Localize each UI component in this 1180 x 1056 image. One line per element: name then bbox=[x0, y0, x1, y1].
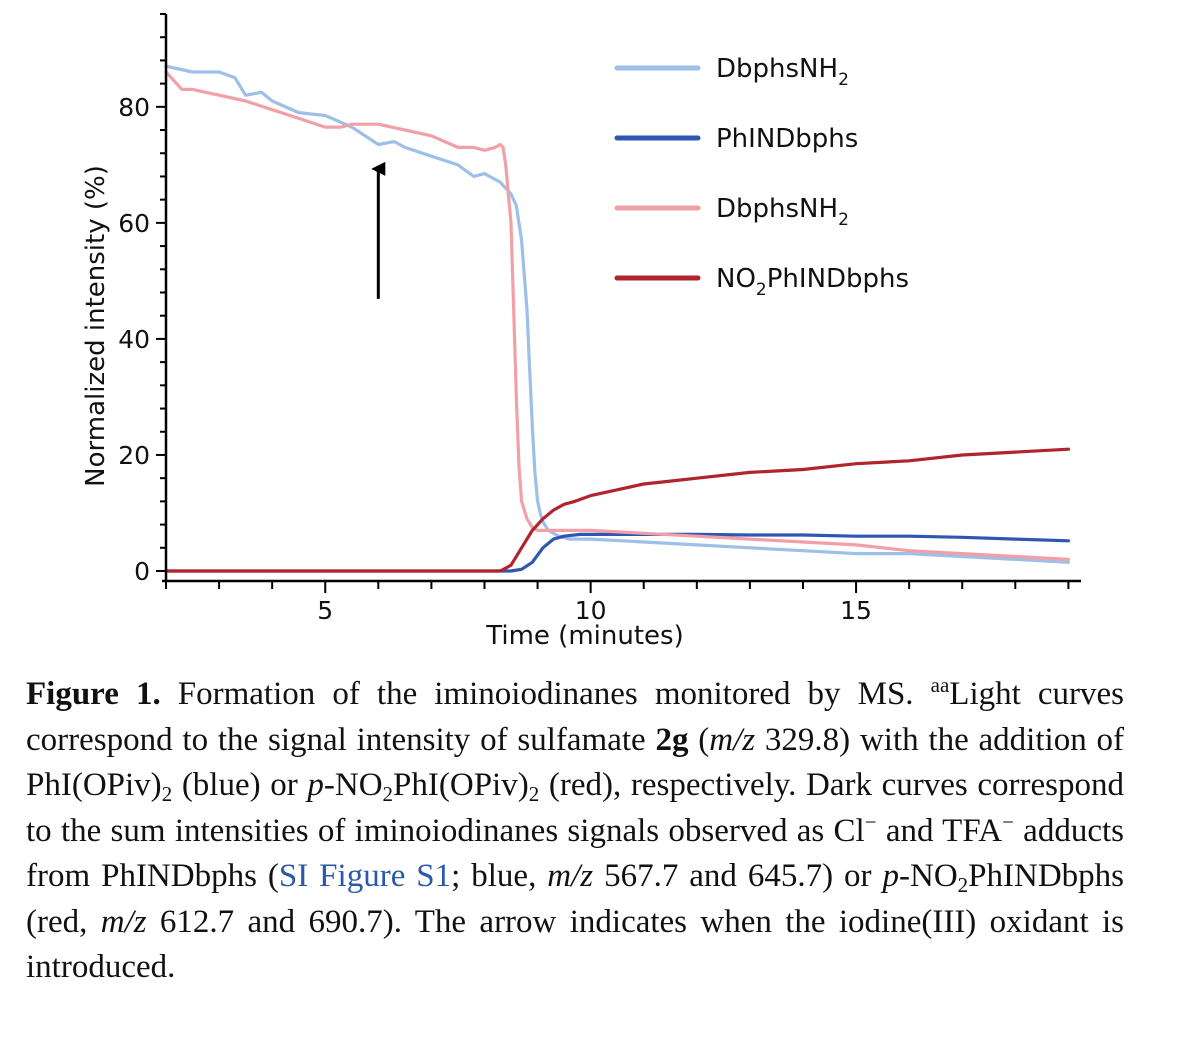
figure-caption: Figure 1. Formation of the iminoiodinane… bbox=[26, 672, 1124, 991]
axes-layer: 0 20 40 60 80 5 10 15 bbox=[118, 13, 1081, 625]
caption-sub: 2 bbox=[957, 873, 969, 897]
caption-italic: p bbox=[882, 858, 900, 894]
caption-text: (red), respectively. Dark curves corresp… bbox=[26, 767, 1124, 849]
caption-text: adducts from PhINDbphs ( bbox=[26, 812, 1124, 895]
caption-italic: p bbox=[307, 767, 324, 803]
y-tick-label: 80 bbox=[118, 93, 150, 122]
y-tick-label: 40 bbox=[118, 325, 150, 354]
caption-sub: 2 bbox=[528, 782, 540, 806]
caption-text: PhINDbphs (red, bbox=[26, 858, 1125, 940]
caption-text: and TFA bbox=[876, 812, 1003, 849]
series-line-3 bbox=[164, 70, 1071, 562]
caption-text: 612.7 and 690.7). The arrow indicates wh… bbox=[26, 903, 1124, 986]
caption-text: 329.8) with the addition of PhI(OPiv) bbox=[26, 721, 1124, 804]
x-axis-title: Time (minutes) bbox=[485, 621, 683, 651]
caption-text: -NO bbox=[323, 767, 383, 803]
caption-text: ; blue, bbox=[451, 858, 548, 894]
caption-italic: m/z bbox=[100, 903, 147, 940]
caption-sub: 2 bbox=[382, 782, 394, 806]
legend-label: DbphsNH2 bbox=[716, 54, 849, 90]
series-line-2 bbox=[164, 532, 1071, 573]
caption-text: 567.7 and 645.7) or bbox=[593, 858, 883, 894]
compound-label: 2g bbox=[655, 721, 689, 758]
x-tick-label: 5 bbox=[317, 596, 333, 625]
caption-text: ( bbox=[688, 721, 710, 758]
series-layer bbox=[164, 64, 1071, 573]
legend-label: NO2PhINDbphs bbox=[716, 264, 909, 300]
series-line-4 bbox=[164, 447, 1071, 573]
x-tick-label: 15 bbox=[840, 596, 872, 625]
caption-italic: m/z bbox=[547, 858, 594, 894]
chart: 0 20 40 60 80 5 10 15 Time (minutes) Normalized… bbox=[81, 13, 1081, 651]
y-tick-label: 20 bbox=[118, 441, 150, 470]
caption-label: Figure 1. bbox=[26, 676, 161, 712]
si-figure-link[interactable]: SI Figure S1 bbox=[278, 858, 452, 894]
caption-text: (blue) or bbox=[172, 767, 308, 803]
caption-italic: m/z bbox=[709, 721, 756, 758]
legend-label: PhINDbphs bbox=[716, 124, 858, 154]
caption-text: Formation of the iminoiodinanes monitore… bbox=[160, 676, 931, 712]
caption-text: Light curves correspond to the signal in… bbox=[26, 676, 1124, 758]
x-tick-label: 10 bbox=[575, 596, 607, 625]
caption-sub: 2 bbox=[161, 782, 173, 806]
caption-sup: − bbox=[1002, 809, 1014, 834]
y-axis-title: Normalized intensity (%) bbox=[81, 165, 111, 487]
legend: DbphsNH2 PhINDbphs DbphsNH2 NO2PhINDbphs bbox=[614, 54, 909, 300]
caption-text: PhI(OPiv) bbox=[393, 767, 529, 803]
y-tick-label: 60 bbox=[118, 209, 150, 238]
caption-text: -NO bbox=[899, 858, 958, 894]
caption-sup: − bbox=[864, 809, 877, 834]
caption-sup: aa bbox=[930, 673, 950, 697]
legend-label: DbphsNH2 bbox=[716, 194, 849, 230]
series-line-1 bbox=[164, 64, 1071, 564]
y-tick-label: 0 bbox=[134, 557, 150, 586]
